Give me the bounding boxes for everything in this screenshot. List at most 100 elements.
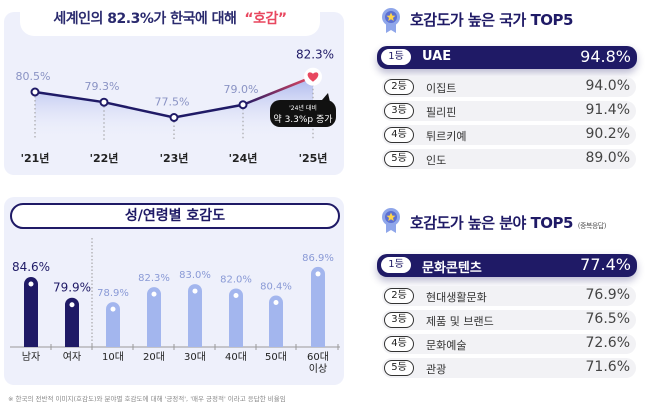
item-name: 관광 <box>426 363 447 376</box>
bar-dot <box>273 300 279 306</box>
x-tick-label: 10대 <box>102 351 124 363</box>
item-value: 76.9% <box>585 287 630 303</box>
medal-icon <box>382 8 400 33</box>
footnote: ※ 한국의 전반적 이미지(호감도)와 분야별 호감도에 대해 '긍정적', '… <box>8 395 286 403</box>
item-value: 76.5% <box>585 311 630 327</box>
bar <box>229 288 243 347</box>
bar <box>311 266 325 347</box>
data-point <box>99 97 109 107</box>
data-label: 79.9% <box>53 281 91 295</box>
rank-badge: 3등 <box>384 312 414 328</box>
rank-row: 3등 필리핀 91.4% <box>382 101 636 121</box>
title-text: 세계인의 82.3%가 한국에 대해 <box>53 11 237 27</box>
annotation-line1: '24년 대비 <box>289 104 317 112</box>
x-tick-label: 30대 <box>184 351 206 363</box>
fields-note: (중복응답) <box>577 222 607 230</box>
x-tick-label: 40대 <box>225 351 247 363</box>
rank-row: 2등 현대생활문화 76.9% <box>382 286 636 306</box>
bar-dot <box>192 288 198 294</box>
rank-badge: 5등 <box>384 151 414 167</box>
x-tick-label: '23년 <box>160 151 189 165</box>
item-name: 이집트 <box>426 82 457 95</box>
rank-badge: 3등 <box>384 103 414 119</box>
rank-row: 5등 관광 71.6% <box>382 358 636 378</box>
rank-badge: 2등 <box>384 288 414 304</box>
data-label: 83.0% <box>179 270 211 281</box>
item-value: 77.4% <box>580 255 631 274</box>
x-tick-label: '24년 <box>229 151 258 165</box>
item-name: 인도 <box>426 154 447 167</box>
fields-title-text: 호감도가 높은 분야 TOP5 <box>410 214 573 232</box>
rank-row: 1등 UAE 94.8% <box>377 46 637 69</box>
x-tick-label: '25년 <box>299 151 328 165</box>
data-label: 79.3% <box>85 80 120 93</box>
x-tick-label: '21년 <box>21 151 50 165</box>
x-tick-label: 남자 <box>22 351 40 363</box>
item-value: 89.0% <box>585 150 630 166</box>
data-label: 82.0% <box>220 274 252 285</box>
item-name: 문화콘텐츠 <box>422 261 482 276</box>
bar <box>65 297 80 347</box>
bar-dot <box>110 306 116 312</box>
item-value: 91.4% <box>585 102 630 118</box>
data-point <box>238 100 248 110</box>
item-value: 71.6% <box>585 359 630 375</box>
bar-chart: 84.6% 남자 79.9% 여자 78.9% 10대 82.3% 20대 83.0% 30대 82… <box>10 238 340 375</box>
item-value: 72.6% <box>585 335 630 351</box>
data-label: 79.0% <box>224 83 259 96</box>
series-line <box>34 90 244 119</box>
item-name: 제품 및 브랜드 <box>426 315 494 328</box>
item-value: 90.2% <box>585 126 630 142</box>
annotation-line2: 약 3.3%p 증가 <box>273 113 332 125</box>
annotation-bubble <box>270 100 336 127</box>
data-label: 78.9% <box>97 288 129 299</box>
x-tick-label: 60대 <box>307 351 329 363</box>
rank-row: 3등 제품 및 브랜드 76.5% <box>382 310 636 330</box>
data-label: 84.6% <box>12 260 50 274</box>
bar <box>106 302 120 347</box>
item-name: 문화예술 <box>426 339 467 352</box>
x-tick-label: '22년 <box>90 151 119 165</box>
bar-dot <box>151 291 157 297</box>
rank-badge: 4등 <box>384 336 414 352</box>
data-label: 86.9% <box>302 253 334 264</box>
title-highlight: “호감” <box>244 11 287 27</box>
bar-chart-title: 성/연령별 호감도 <box>10 203 340 229</box>
bar <box>188 284 202 347</box>
data-label: 80.4% <box>260 282 292 293</box>
item-name: 튀르키예 <box>426 130 467 143</box>
x-tick-label: 50대 <box>265 351 287 363</box>
line-chart: 80.5% '21년 79.3% '22년 77.5% '23년 79.0% '24년 82.3… <box>16 48 336 165</box>
item-name: 필리핀 <box>426 106 457 119</box>
bar <box>147 287 161 347</box>
item-value: 94.8% <box>580 47 631 66</box>
rank-row: 5등 인도 89.0% <box>382 149 636 169</box>
heart-icon <box>307 72 319 82</box>
bar <box>24 277 38 347</box>
rank-badge: 1등 <box>381 257 411 273</box>
data-point <box>169 113 179 122</box>
item-name: 현대생활문화 <box>426 291 487 304</box>
area-fill <box>35 76 313 140</box>
line-chart-title: 세계인의 82.3%가 한국에 대해 “호감” <box>20 2 320 36</box>
data-label: 82.3% <box>296 48 334 62</box>
bar-dot <box>233 292 239 298</box>
x-tick-label: 이상 <box>309 363 327 375</box>
fields-title: 호감도가 높은 분야 TOP5 (중복응답) <box>410 212 606 233</box>
x-tick-label: 여자 <box>63 351 81 363</box>
medal-icon <box>382 208 400 233</box>
bar-dot <box>315 271 321 277</box>
rank-badge: 1등 <box>381 49 411 65</box>
data-label: 77.5% <box>155 96 190 109</box>
data-point <box>30 87 40 97</box>
rank-row: 1등 문화콘텐츠 77.4% <box>377 254 637 277</box>
item-name: UAE <box>422 49 452 64</box>
bar-dot <box>69 302 75 308</box>
data-label: 82.3% <box>138 273 170 284</box>
data-label: 80.5% <box>16 70 51 83</box>
countries-title: 호감도가 높은 국가 TOP5 <box>410 11 573 29</box>
rank-badge: 4등 <box>384 127 414 143</box>
rank-badge: 2등 <box>384 79 414 95</box>
bar <box>269 295 283 347</box>
rank-row: 4등 튀르키예 90.2% <box>382 125 636 145</box>
